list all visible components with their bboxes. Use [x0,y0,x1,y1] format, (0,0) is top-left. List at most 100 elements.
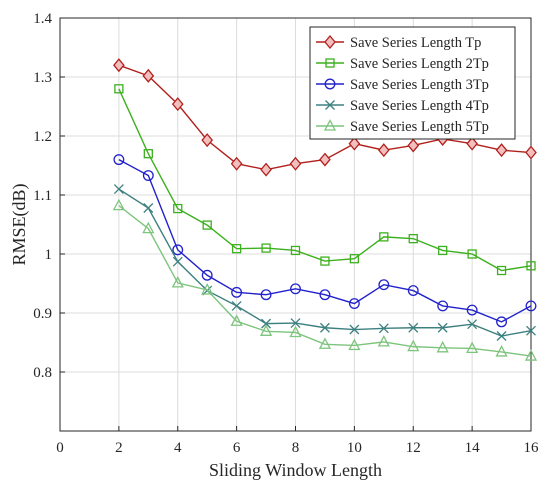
data-point-circle [260,289,272,301]
data-point-diamond [525,145,537,160]
data-point-circle [525,300,537,312]
legend-marker-square [325,58,335,68]
data-point-circle [172,244,184,256]
data-point-x [496,331,507,341]
data-point-circle [231,286,243,298]
x-tick-label: 8 [292,440,300,456]
data-point-triangle [259,324,273,336]
data-point-triangle [348,338,361,351]
data-point-diamond [289,156,302,171]
data-point-diamond [495,143,508,158]
data-point-diamond [113,58,125,73]
data-point-triangle [201,283,214,295]
data-point-square [496,265,507,276]
series-line [118,158,532,323]
x-tick-label: 0 [56,440,64,456]
legend-marker-triangle [323,119,337,131]
data-point-diamond [466,136,478,151]
x-tick-label: 16 [524,440,540,456]
legend-marker-diamond [324,34,336,50]
legend-item: Save Series Length Tp [316,34,481,51]
legend-label: Save Series Length 4Tp [350,98,489,114]
data-point-circle [319,289,331,301]
legend-label: Save Series Length 2Tp [350,56,489,72]
legend-item: Save Series Length 3Tp [316,77,489,93]
data-point-x [408,322,419,333]
data-point-triangle [318,337,332,349]
legend-item: Save Series Length 5Tp [316,119,489,135]
legend-item: Save Series Length 4Tp [316,98,489,114]
x-tick-label: 2 [115,440,123,456]
data-point-circle [348,298,360,310]
legend-marker-x [325,100,335,110]
data-point-circle [113,154,125,166]
data-point-diamond [260,162,272,177]
y-tick-label: 0.8 [33,365,52,381]
data-point-triangle [142,221,155,234]
data-point-diamond [171,97,184,112]
data-point-diamond [201,133,214,148]
legend: Save Series Length Tp Save Series Length … [309,26,516,140]
data-point-square [114,84,124,94]
data-point-circle [466,304,478,316]
data-point-square [290,245,301,256]
data-point-x [290,318,301,328]
data-point-square [231,244,242,254]
data-point-diamond [230,156,243,171]
data-point-x [378,323,389,334]
data-point-triangle [171,276,184,288]
data-point-circle [142,170,154,181]
data-point-diamond [319,152,331,167]
x-tick-label: 6 [233,440,241,456]
y-tick-label: 1.2 [33,129,52,145]
data-point-triangle [466,341,479,354]
x-tick-label: 14 [465,440,481,456]
data-point-x [231,300,242,311]
data-point-x [437,322,448,333]
data-point-diamond [407,138,420,153]
data-point-triangle [289,325,302,338]
data-point-square [349,254,360,264]
data-point-square [438,245,448,256]
data-point-x [143,203,154,213]
data-point-circle [201,269,213,281]
series-5 [112,198,538,361]
y-tick-label: 1.3 [33,70,52,86]
legend-label: Save Series Length 3Tp [350,77,489,93]
data-point-square [320,256,330,266]
data-point-square [261,243,271,253]
data-point-x [467,319,478,330]
data-point-square [143,149,153,159]
data-point-x [261,318,272,329]
data-point-x [526,325,536,336]
data-point-x [113,184,124,195]
data-point-x [172,256,183,267]
series-2 [114,84,536,276]
series-line [118,205,532,357]
data-point-square [379,232,389,242]
legend-item: Save Series Length 2Tp [316,56,489,72]
data-point-square [173,203,183,214]
data-point-circle [290,283,301,295]
data-point-triangle [230,314,243,326]
x-tick-label: 12 [406,440,421,456]
data-point-x [349,324,360,335]
legend-box [309,26,516,140]
data-point-circle [496,316,508,328]
x-axis-label: Sliding Window Length [209,460,382,480]
series-layer [112,58,538,361]
legend-label: Save Series Length Tp [350,35,481,51]
data-point-x [319,322,330,333]
data-point-triangle [524,349,538,361]
legend-label: Save Series Length 5Tp [350,119,489,135]
data-point-square [408,234,418,244]
y-tick-label: 1.4 [33,11,52,27]
data-point-circle [378,279,390,291]
data-point-diamond [348,136,361,151]
x-tick-label: 4 [174,440,182,456]
data-point-circle [437,300,449,312]
data-point-circle [407,285,419,297]
series-line [118,88,532,272]
data-point-square [467,249,477,259]
